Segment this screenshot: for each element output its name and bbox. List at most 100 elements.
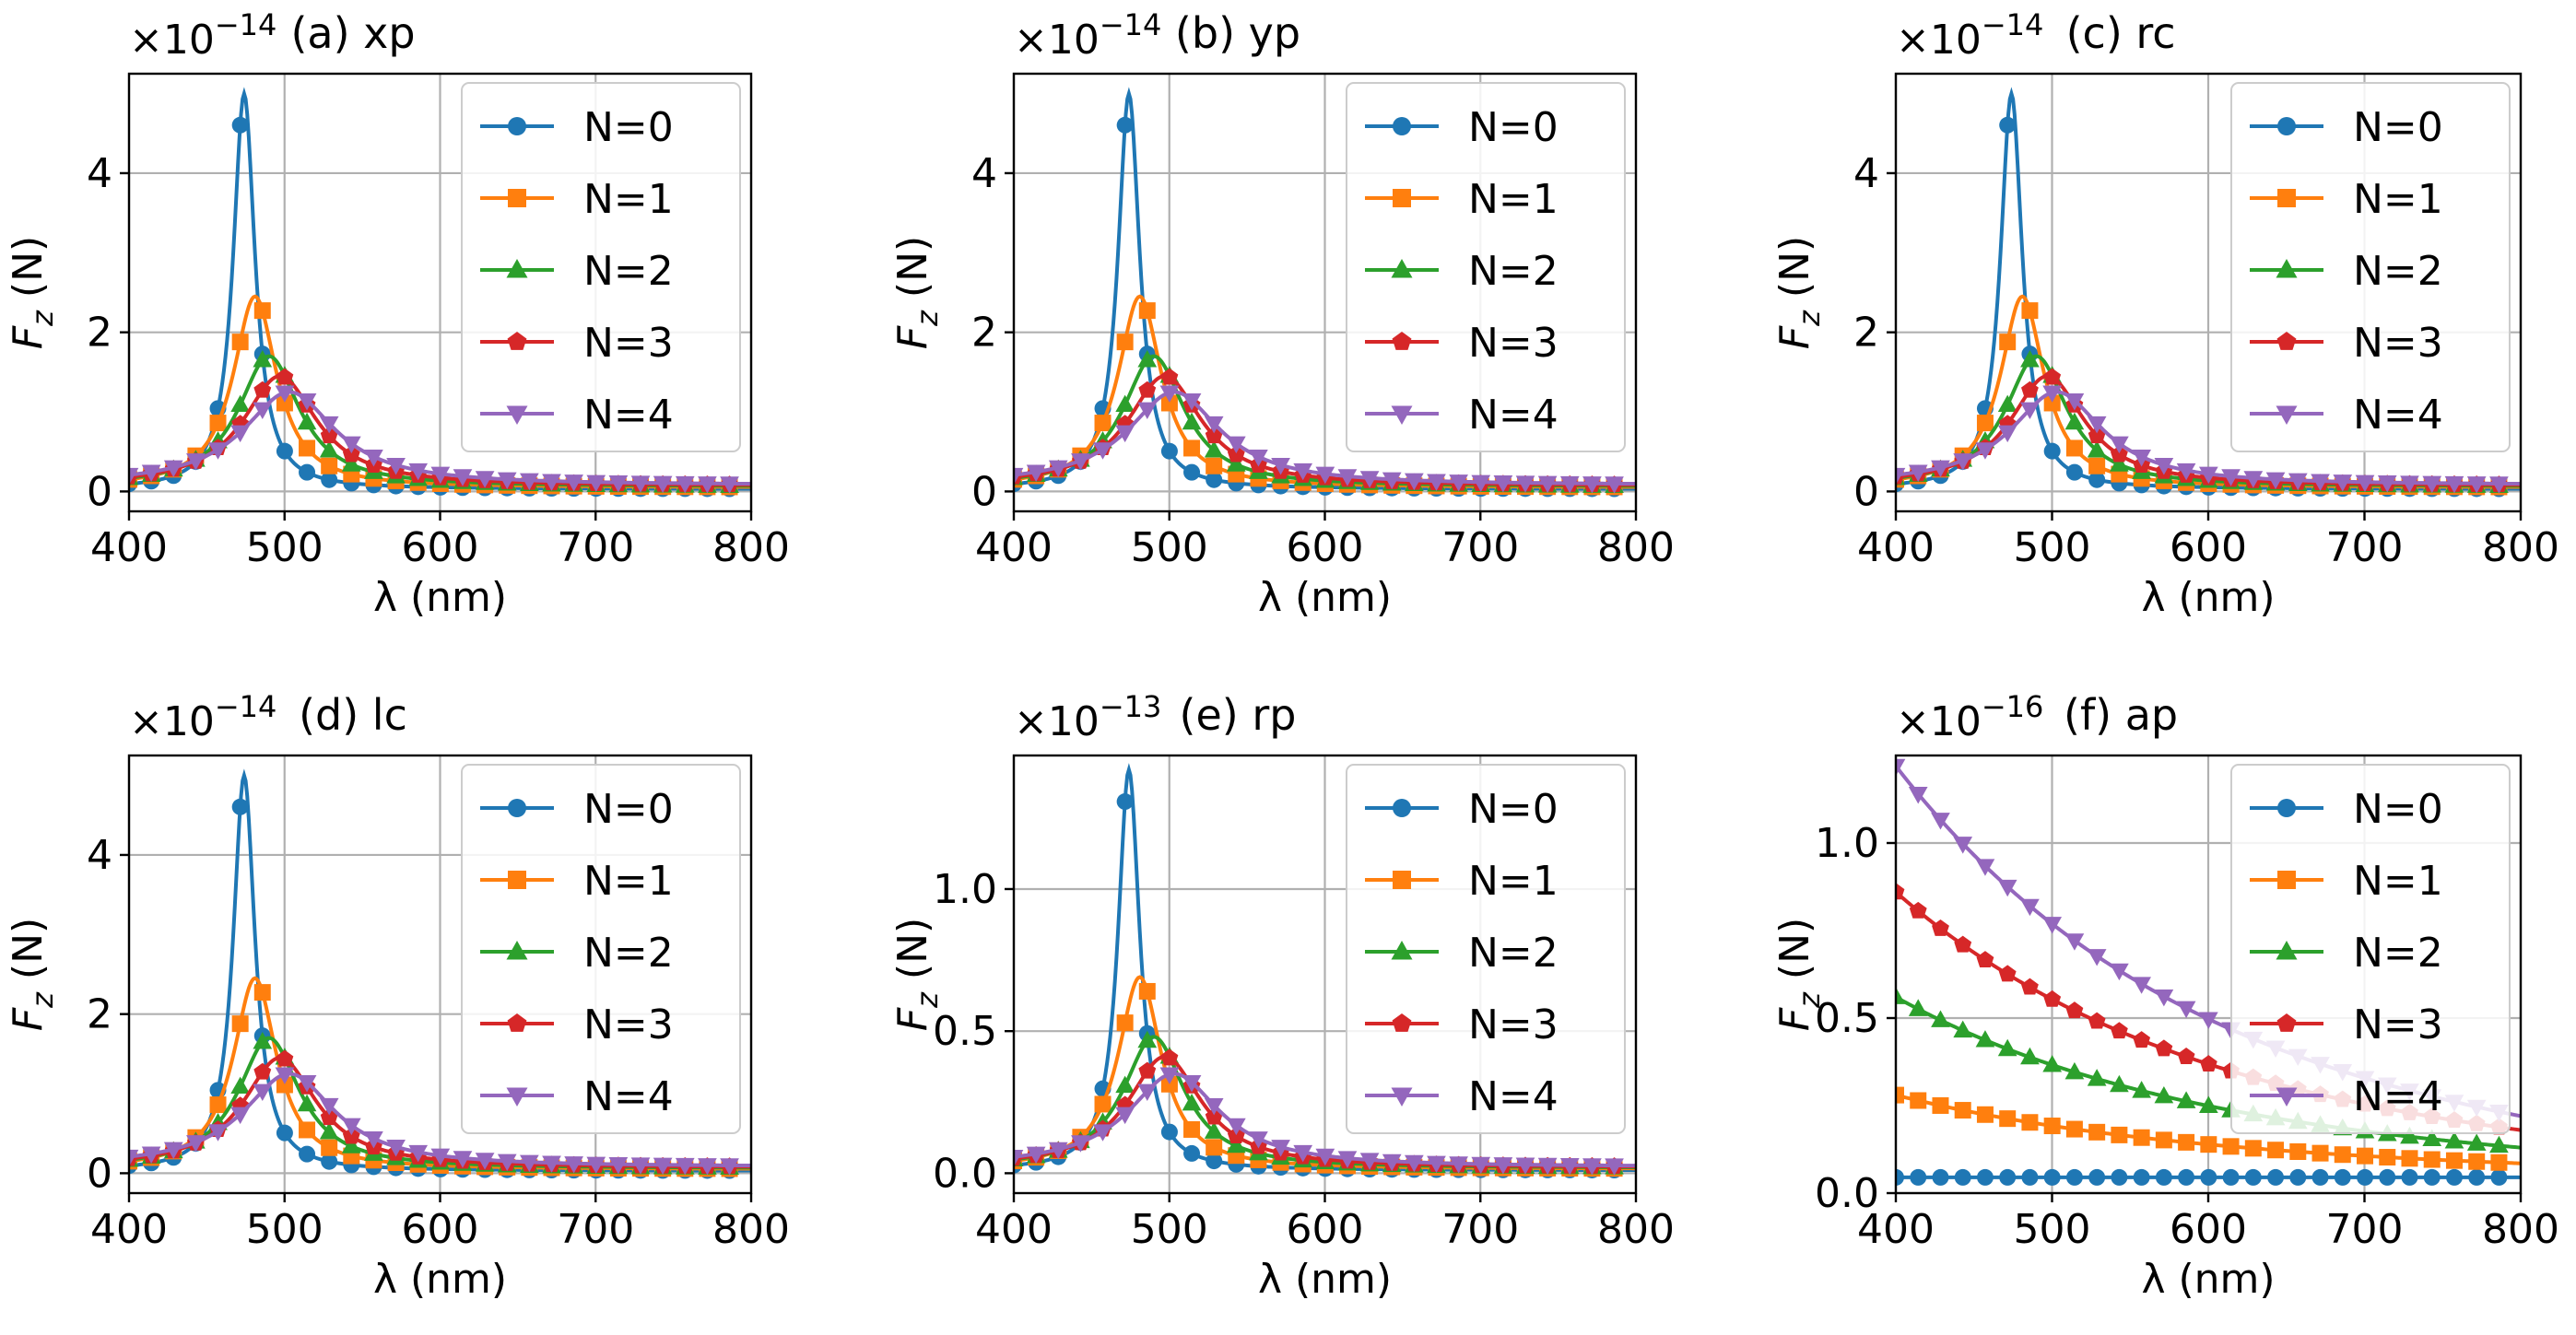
data-point-N=0-5 [231, 798, 249, 815]
data-point-N=4-15 [1337, 1151, 1358, 1168]
data-point-N=3-0 [1896, 883, 1905, 900]
data-point-N=4-18 [1405, 1154, 1424, 1173]
y-tick-label: 1.0 [933, 866, 997, 913]
data-point-N=4-1 [1908, 464, 1928, 483]
data-point-N=4-12 [386, 1140, 406, 1157]
data-point-N=0-8 [299, 463, 316, 481]
data-point-N=4-15 [453, 469, 473, 486]
data-point-N=4-6 [1137, 402, 1158, 420]
data-point-N=4-23 [1515, 1157, 1535, 1175]
x-axis-label: λ (nm) [373, 1256, 507, 1303]
legend-marker-N=0 [1393, 799, 1411, 817]
y-tick-label: 4 [87, 150, 112, 197]
data-point-N=0-11 [2133, 1168, 2150, 1186]
data-point-N=4-11 [2132, 977, 2151, 994]
data-point-N=4-13 [1293, 463, 1313, 481]
data-point-N=4-10 [341, 1118, 361, 1136]
data-point-N=2-5 [1997, 1038, 2017, 1057]
data-point-N=4-5 [230, 425, 251, 443]
y-axis-label: Fz (N) [1771, 918, 1827, 1031]
data-point-N=0-7 [276, 1124, 293, 1142]
data-point-N=1-27 [2490, 1153, 2508, 1171]
data-point-N=4-8 [297, 1075, 317, 1093]
legend-marker-N=3 [2276, 1013, 2297, 1032]
data-point-N=1-5 [1999, 1110, 2017, 1128]
data-point-N=3-12 [2155, 1039, 2173, 1057]
data-point-N=4-5 [1997, 425, 2017, 443]
data-point-N=2-5 [1115, 1075, 1135, 1094]
data-point-N=4-14 [2198, 466, 2218, 485]
data-point-N=1-1 [1910, 1092, 1927, 1109]
data-point-N=4-20 [2333, 474, 2353, 492]
data-point-N=4-2 [1048, 460, 1068, 478]
data-point-N=4-8 [1182, 1075, 1202, 1093]
y-tick-label: 0 [87, 1150, 112, 1197]
data-point-N=3-7 [1160, 368, 1179, 385]
legend-label: N=0 [2353, 786, 2443, 833]
data-point-N=4-7 [275, 1067, 295, 1084]
data-point-N=0-8 [2065, 463, 2083, 481]
data-point-N=0-6 [2021, 1168, 2039, 1186]
y-label-main: F [1771, 1007, 1818, 1031]
data-point-N=0-5 [1999, 116, 2017, 134]
legend-marker-N=1 [2277, 189, 2296, 207]
axis-multiplier: ×10−16 [1896, 689, 2043, 745]
y-tick-label: 1.0 [1815, 820, 1879, 867]
data-point-N=4-27 [2489, 476, 2509, 494]
legend-box [461, 764, 741, 1134]
data-point-N=4-3 [1953, 837, 1973, 854]
data-point-N=4-10 [1226, 1118, 1246, 1136]
x-axis-label: λ (nm) [373, 574, 507, 621]
data-point-N=4-6 [2020, 898, 2040, 917]
data-point-N=4-19 [1427, 474, 1446, 491]
legend-marker-N=2 [506, 259, 528, 278]
data-point-N=3-7 [276, 368, 294, 385]
data-point-N=3-5 [1998, 965, 2017, 982]
data-point-N=1-22 [2379, 1149, 2396, 1166]
data-point-N=1-8 [2065, 439, 2083, 457]
data-point-N=4-12 [386, 458, 406, 475]
x-tick-label: 500 [1131, 524, 1208, 571]
legend-label: N=1 [583, 858, 674, 905]
data-point-N=4-15 [1337, 469, 1358, 486]
data-point-N=4-1 [141, 1146, 161, 1165]
data-point-N=4-2 [163, 460, 183, 478]
axis-multiplier: ×10−14 [1014, 7, 1161, 64]
data-point-N=4-2 [163, 1142, 183, 1160]
data-point-N=1-4 [1976, 1106, 1994, 1123]
x-axis-label: λ (nm) [2141, 574, 2275, 621]
data-point-N=0-24 [2423, 1168, 2441, 1186]
data-point-N=0-14 [2200, 1168, 2217, 1186]
data-point-N=0-9 [1206, 1153, 1223, 1170]
data-point-N=0-19 [2311, 1168, 2329, 1186]
data-point-N=1-3 [1954, 1102, 1971, 1119]
data-point-N=4-9 [2087, 416, 2107, 434]
data-point-N=4-5 [1115, 425, 1135, 443]
data-point-N=4-27 [720, 476, 739, 494]
data-point-N=2-24 [2422, 1129, 2442, 1147]
data-point-N=4-21 [586, 1156, 606, 1175]
data-point-N=4-23 [1515, 475, 1535, 493]
x-tick-label: 800 [2482, 524, 2559, 571]
data-point-N=4-1 [1908, 786, 1928, 804]
x-tick-label: 800 [1597, 524, 1675, 571]
data-point-N=1-9 [2088, 1123, 2106, 1141]
data-point-N=2-10 [1226, 1135, 1246, 1153]
data-point-N=2-8 [297, 412, 317, 430]
legend-label: N=1 [1468, 858, 1559, 905]
panel-title: (a) xp [290, 8, 415, 58]
data-point-N=4-20 [564, 1156, 583, 1174]
data-point-N=4-24 [2422, 475, 2442, 494]
data-point-N=1-9 [321, 1139, 338, 1156]
data-point-N=2-6 [2020, 1047, 2040, 1065]
data-point-N=4-16 [2243, 471, 2264, 488]
data-point-N=3-13 [2177, 1048, 2195, 1064]
y-axis-label: Fz (N) [5, 236, 60, 349]
data-point-N=4-20 [1449, 474, 1468, 492]
legend-label: N=0 [1468, 786, 1559, 833]
legend-label: N=2 [583, 248, 674, 295]
data-point-N=4-4 [208, 442, 228, 460]
data-point-N=2-10 [1226, 454, 1246, 472]
legend-label: N=2 [1468, 930, 1559, 977]
data-point-N=2-9 [1204, 440, 1224, 458]
